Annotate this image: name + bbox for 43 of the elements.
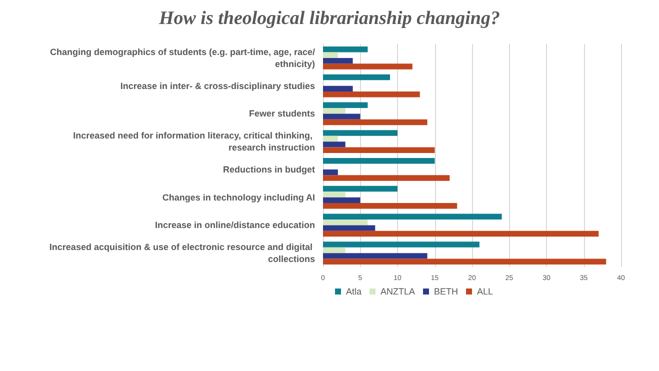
y-tick-label: Changes in technology including AI (162, 192, 315, 202)
bar (323, 253, 428, 259)
y-tick-label: Fewer students (248, 108, 315, 119)
y-tick-label: Increase in inter- & cross-disciplinary studies (120, 80, 315, 91)
y-tick-label: Changing demographics of students (e.g. part-time, age, race/ethnicity) (50, 46, 316, 69)
bar (323, 58, 353, 64)
bar (323, 192, 346, 198)
bar (323, 169, 338, 176)
y-tick-label: Increased need for information literacy, critical thinking, research instruction (73, 130, 315, 153)
bar (323, 74, 390, 80)
bar (323, 230, 599, 237)
bar (323, 52, 338, 58)
bar (323, 247, 346, 254)
bar (323, 108, 346, 114)
bar (323, 197, 360, 204)
legend-label: ANZTLA (380, 286, 416, 296)
bar (323, 158, 435, 164)
bar (323, 46, 368, 52)
bar (323, 175, 450, 181)
bar (323, 225, 376, 231)
legend-label: BETH (434, 286, 458, 296)
y-tick-label: Increased acquisition & use of electronic resource and digital collections (49, 242, 315, 264)
bar (323, 119, 428, 126)
bar (323, 242, 480, 248)
bar (323, 114, 360, 120)
bar (323, 86, 353, 92)
bar (323, 102, 368, 108)
chart-title: How is theological librarianship changing? (158, 8, 500, 29)
bar (323, 219, 368, 226)
bar (323, 203, 458, 209)
bar (323, 136, 338, 142)
bar (323, 64, 412, 70)
bar (323, 147, 435, 153)
bar (323, 142, 346, 148)
y-tick-label: Increase in online/distance education (154, 220, 315, 230)
legend-label: Atla (346, 286, 362, 296)
bar (323, 214, 502, 220)
bar (323, 130, 398, 136)
bar (323, 258, 606, 264)
bar (323, 186, 398, 192)
y-tick-label: Reductions in budget (223, 164, 315, 174)
legend-label: ALL (477, 286, 494, 296)
bar (323, 92, 420, 98)
